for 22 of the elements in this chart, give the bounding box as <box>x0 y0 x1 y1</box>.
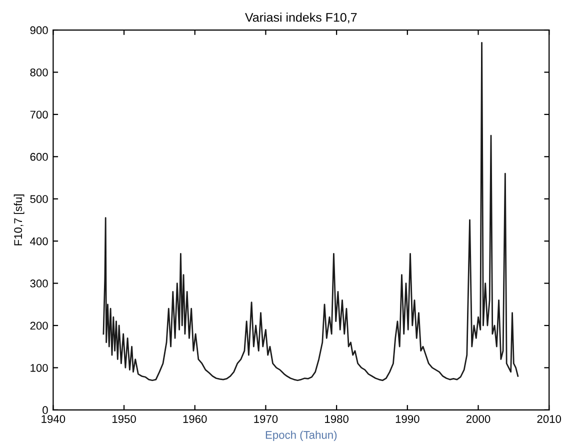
x-tick-label: 1960 <box>183 415 207 423</box>
y-tick-label: 500 <box>30 195 48 203</box>
y-tick-label: 0 <box>42 406 48 414</box>
y-tick-label: 200 <box>30 322 48 330</box>
x-tick-label: 1950 <box>112 415 136 423</box>
y-axis-title: F10,7 [sfu] <box>14 194 24 246</box>
y-tick-label: 100 <box>30 364 48 372</box>
x-tick-label: 1940 <box>42 415 66 423</box>
x-tick-label: 1970 <box>254 415 278 423</box>
y-tick-label: 700 <box>30 110 48 119</box>
x-tick-label: 2010 <box>537 415 562 423</box>
x-tick-label: 1990 <box>396 415 420 423</box>
y-tick-label: 900 <box>30 26 48 34</box>
y-tick-label: 800 <box>30 68 48 76</box>
y-tick-label: 400 <box>30 237 48 246</box>
x-tick-label: 1980 <box>325 415 348 423</box>
x-axis-title: Epoch (Tahun) <box>266 430 337 442</box>
x-tick-label: 2000 <box>466 415 490 423</box>
y-tick-label: 600 <box>30 152 48 161</box>
line-series <box>102 42 519 382</box>
chart-title: Variasi indeks F10,7 <box>245 12 357 24</box>
y-tick-label: 300 <box>30 280 48 288</box>
